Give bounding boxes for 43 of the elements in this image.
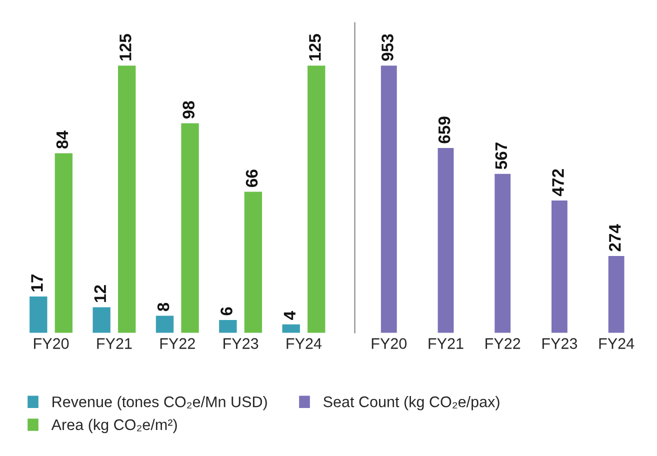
bar [438,148,454,333]
bar [282,324,300,333]
bar [118,66,136,333]
legend-label: Seat Count (kg CO₂e/pax) [324,396,500,410]
x-tick-label: FY24 [286,338,322,349]
x-tick-label: FY20 [372,338,407,349]
x-tick-label: FY21 [97,338,132,349]
bar [608,256,624,333]
bar [219,320,237,333]
data-label: 472 [552,169,564,196]
bar [552,200,568,333]
legend-label: Revenue (tones CO₂e/Mn USD) [52,396,267,410]
x-tick-label: FY24 [599,338,634,349]
legend-label: Area (kg CO₂e/m²) [51,418,177,434]
data-label: 17 [31,274,43,292]
data-label: 8 [157,302,170,312]
data-label: 274 [608,224,621,252]
data-label: 98 [182,101,194,119]
data-label: 659 [438,116,450,144]
data-label: 567 [495,142,508,170]
x-tick-label: FY20 [34,338,69,349]
x-tick-label: FY22 [160,338,195,349]
bar [54,153,73,333]
x-tick-label: FY23 [224,338,258,349]
bar [181,123,199,333]
bar [92,307,110,333]
data-label: 12 [94,285,106,302]
bar [308,66,326,333]
x-tick-label: FY21 [428,338,464,349]
data-label: 6 [220,307,232,316]
bar [244,192,262,333]
x-tick-label: FY22 [486,338,520,349]
x-tick-label: FY23 [542,338,578,349]
data-label: 4 [284,310,296,320]
data-label: 125 [309,34,321,60]
data-label: 84 [56,130,68,149]
bar [156,316,174,333]
data-label: 125 [120,34,132,60]
bar [30,296,48,333]
bar [494,174,511,333]
data-label: 953 [382,34,394,61]
bar [380,66,397,333]
data-label: 66 [246,170,258,187]
